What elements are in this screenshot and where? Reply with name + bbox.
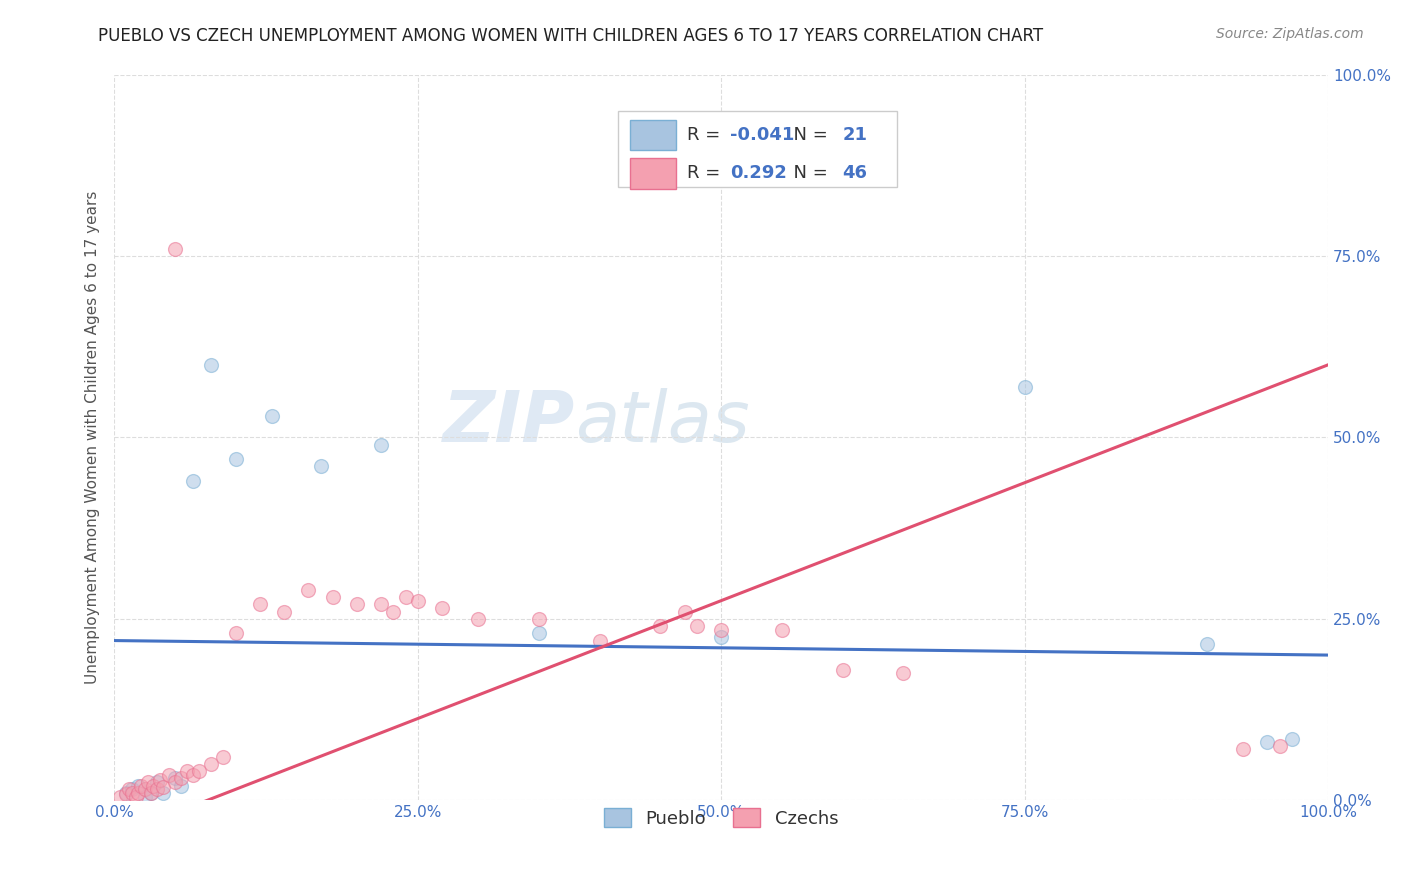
Text: 46: 46 — [842, 164, 868, 182]
FancyBboxPatch shape — [630, 158, 676, 188]
Point — [121, 786, 143, 800]
Point — [1195, 637, 1218, 651]
Point — [406, 593, 429, 607]
Point — [139, 786, 162, 800]
Legend: Pueblo, Czechs: Pueblo, Czechs — [596, 801, 845, 835]
Point — [370, 597, 392, 611]
Point — [297, 582, 319, 597]
Text: N =: N = — [782, 126, 834, 145]
Point — [467, 612, 489, 626]
Point — [121, 782, 143, 797]
Point — [225, 626, 247, 640]
Point — [673, 605, 696, 619]
Point — [710, 623, 733, 637]
Text: N =: N = — [782, 164, 834, 182]
Point — [127, 786, 149, 800]
FancyBboxPatch shape — [619, 111, 897, 187]
Point — [1014, 379, 1036, 393]
Point — [115, 788, 138, 802]
Point — [1268, 739, 1291, 753]
Point — [430, 601, 453, 615]
Point — [163, 242, 186, 256]
Point — [370, 437, 392, 451]
Text: ZIP: ZIP — [443, 388, 575, 458]
Point — [225, 452, 247, 467]
Point — [145, 775, 167, 789]
Point — [181, 474, 204, 488]
Point — [891, 666, 914, 681]
Point — [152, 786, 174, 800]
Point — [125, 789, 148, 804]
Point — [134, 789, 156, 804]
Point — [136, 775, 159, 789]
Point — [127, 779, 149, 793]
Point — [589, 633, 612, 648]
Point — [200, 756, 222, 771]
Y-axis label: Unemployment Among Women with Children Ages 6 to 17 years: Unemployment Among Women with Children A… — [86, 191, 100, 684]
Point — [309, 459, 332, 474]
Point — [145, 782, 167, 797]
Point — [163, 775, 186, 789]
Point — [170, 779, 193, 793]
Point — [1281, 731, 1303, 746]
Point — [710, 630, 733, 644]
Point — [200, 358, 222, 372]
Text: R =: R = — [688, 164, 725, 182]
Text: PUEBLO VS CZECH UNEMPLOYMENT AMONG WOMEN WITH CHILDREN AGES 6 TO 17 YEARS CORREL: PUEBLO VS CZECH UNEMPLOYMENT AMONG WOMEN… — [98, 27, 1043, 45]
Point — [139, 786, 162, 800]
Text: 0.292: 0.292 — [730, 164, 786, 182]
Point — [115, 786, 138, 800]
Text: Source: ZipAtlas.com: Source: ZipAtlas.com — [1216, 27, 1364, 41]
Point — [273, 605, 295, 619]
Point — [527, 626, 550, 640]
Point — [831, 663, 853, 677]
Point — [346, 597, 368, 611]
Point — [322, 590, 344, 604]
Point — [1232, 742, 1254, 756]
Point — [134, 782, 156, 797]
Point — [212, 749, 235, 764]
Text: atlas: atlas — [575, 388, 751, 458]
Point — [181, 768, 204, 782]
Point — [527, 612, 550, 626]
Text: R =: R = — [688, 126, 725, 145]
Point — [129, 779, 152, 793]
Point — [170, 772, 193, 786]
Point — [249, 597, 271, 611]
Point — [157, 768, 180, 782]
Point — [394, 590, 416, 604]
Text: 21: 21 — [842, 126, 868, 145]
Point — [118, 782, 141, 797]
Point — [260, 409, 283, 423]
Point — [382, 605, 405, 619]
Point — [650, 619, 672, 633]
FancyBboxPatch shape — [630, 120, 676, 151]
Text: -0.041: -0.041 — [730, 126, 794, 145]
Point — [149, 772, 172, 787]
Point — [770, 623, 793, 637]
Point — [176, 764, 198, 779]
Point — [686, 619, 709, 633]
Point — [163, 772, 186, 786]
Point — [1256, 735, 1278, 749]
Point — [188, 764, 211, 779]
Point — [142, 779, 165, 793]
Point — [110, 789, 132, 804]
Point — [152, 780, 174, 794]
